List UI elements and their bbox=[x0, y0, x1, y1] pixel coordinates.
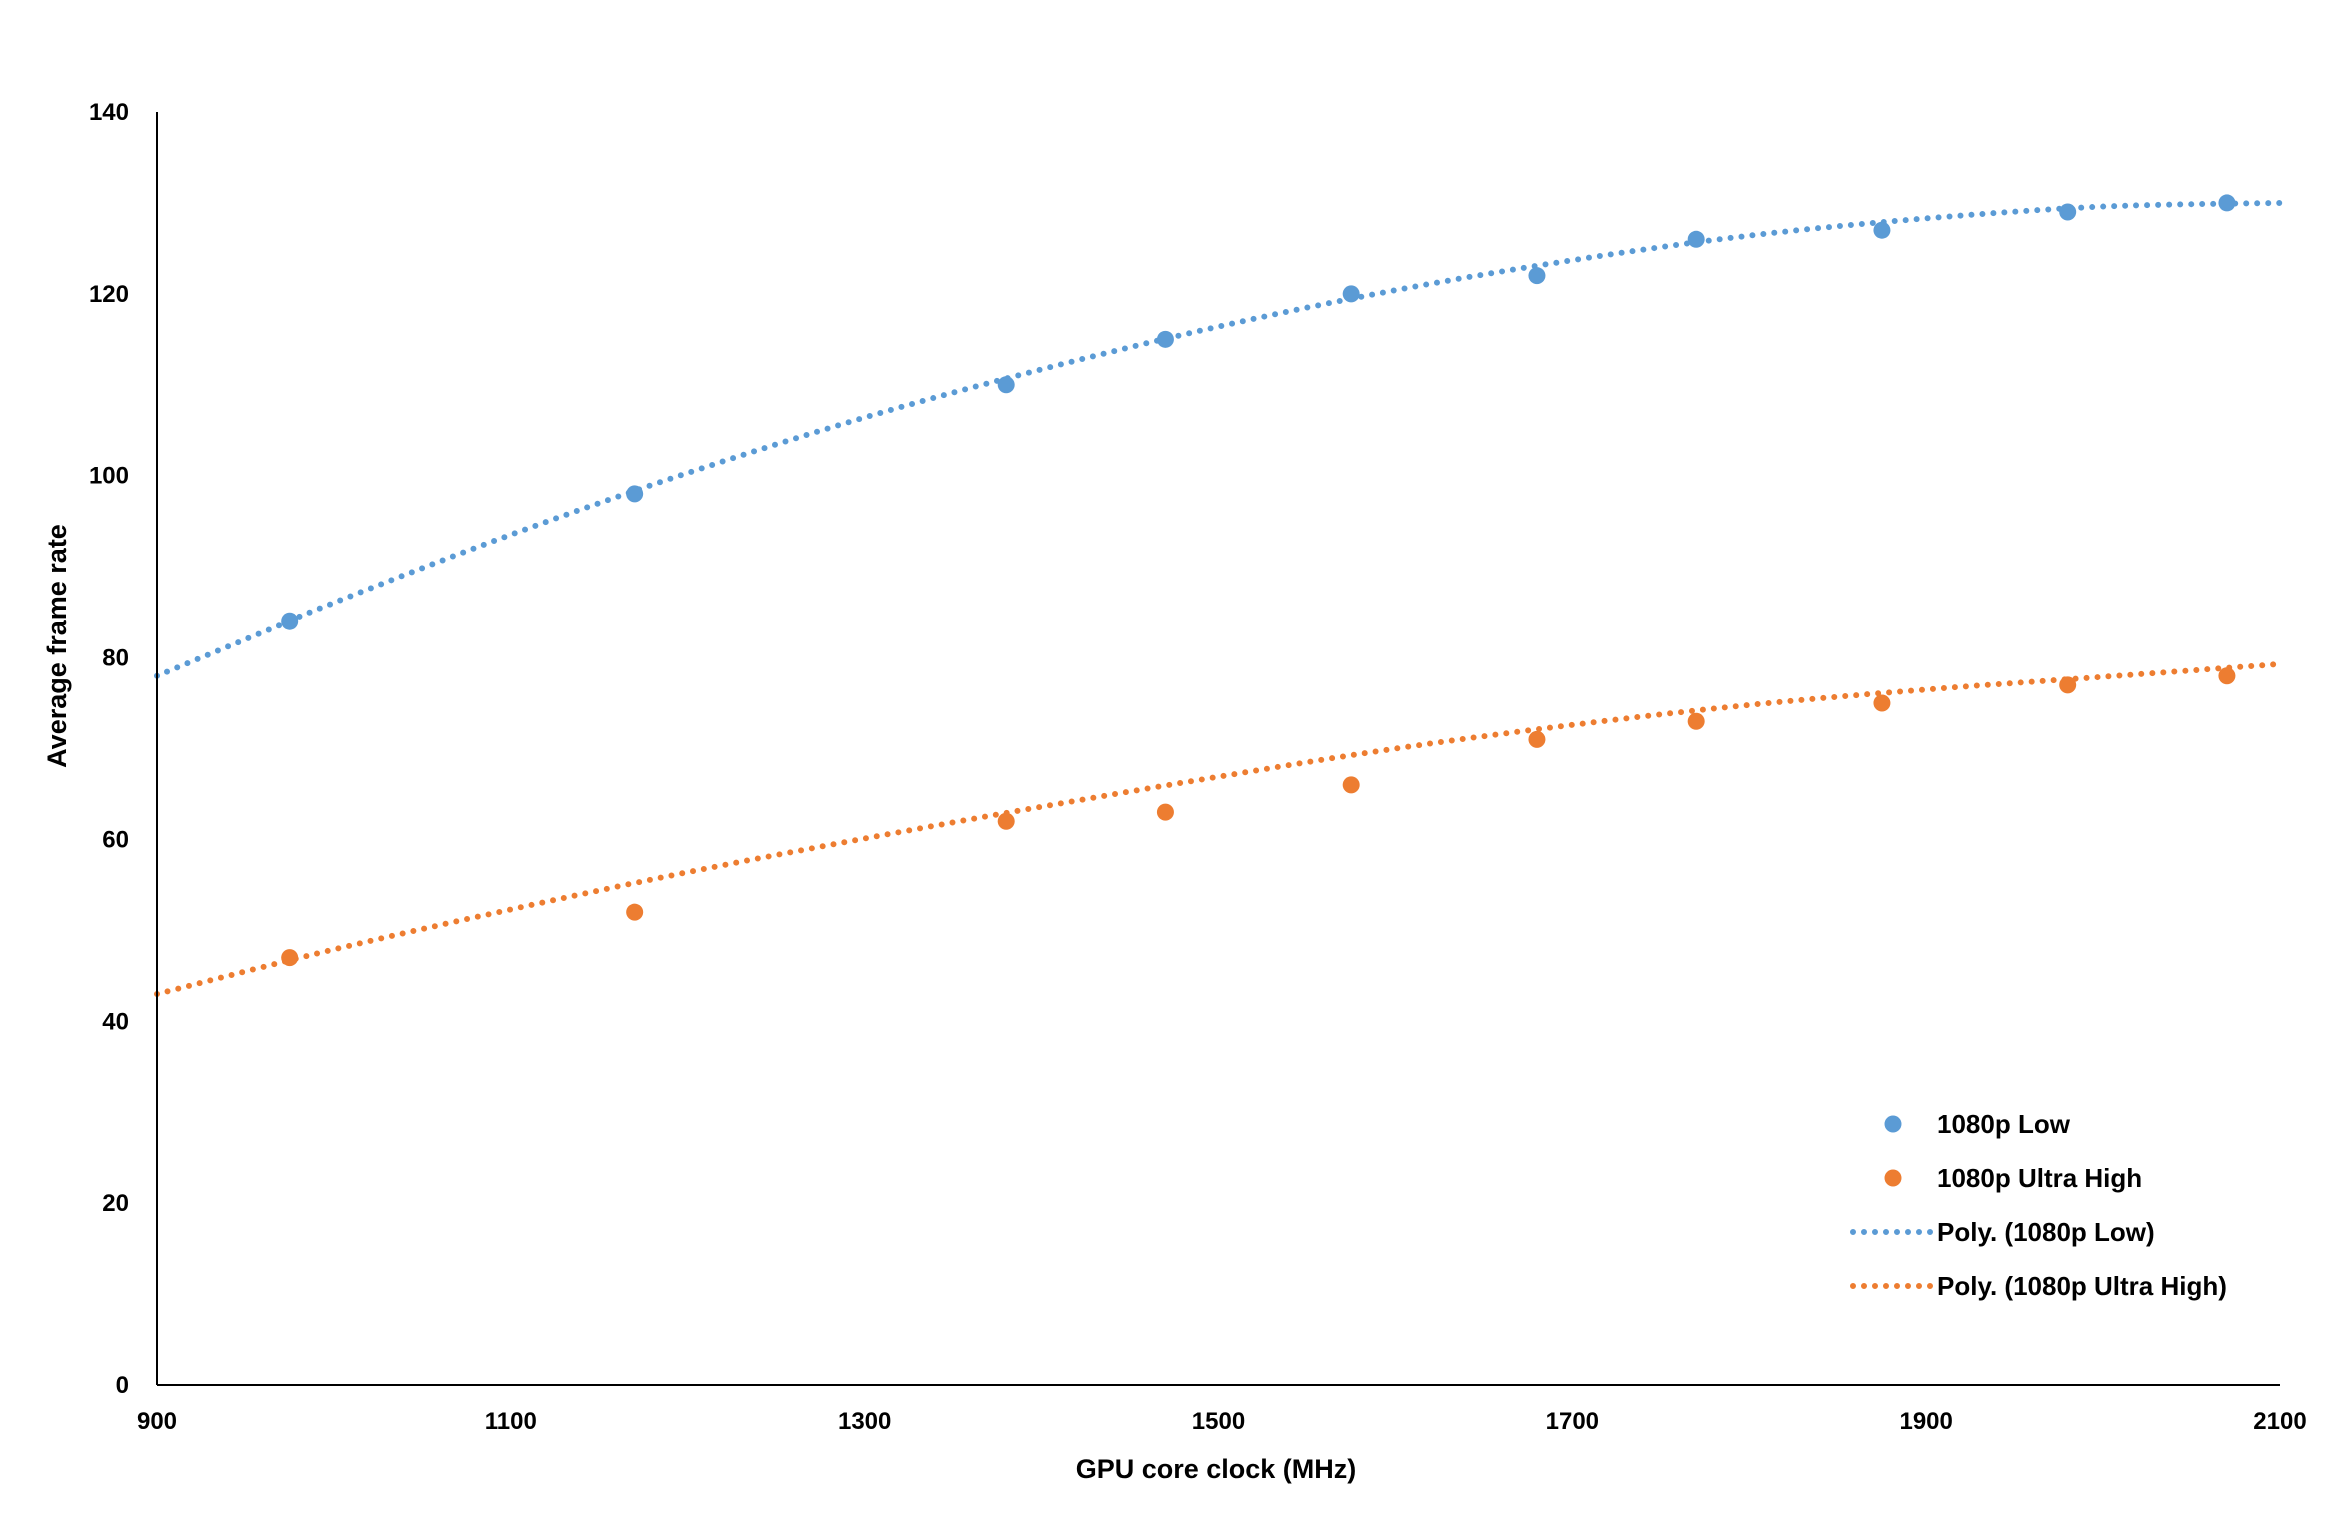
data-point-1080p-ultra-high bbox=[2059, 676, 2077, 694]
legend-label: 1080p Low bbox=[1937, 1109, 2071, 1139]
data-point-1080p-ultra-high bbox=[281, 949, 299, 967]
legend-label: Poly. (1080p Ultra High) bbox=[1937, 1271, 2227, 1301]
data-point-1080p-low bbox=[1342, 285, 1360, 303]
x-tick-label: 1500 bbox=[1192, 1408, 1245, 1435]
legend-item-poly-1080p-ultra-high: Poly. (1080p Ultra High) bbox=[1850, 1271, 2227, 1301]
legend-label: 1080p Ultra High bbox=[1937, 1163, 2142, 1193]
x-tick-labels: 900 1100 1300 1500 1700 1900 2100 bbox=[137, 1408, 2307, 1435]
legend-marker-icon bbox=[1884, 1169, 1902, 1187]
data-point-1080p-low bbox=[2218, 194, 2236, 212]
data-point-1080p-low bbox=[281, 612, 299, 630]
x-axis-title: GPU core clock (MHz) bbox=[1076, 1454, 1357, 1484]
x-tick-label: 2100 bbox=[2253, 1408, 2306, 1435]
data-point-1080p-low bbox=[2059, 203, 2077, 221]
data-point-1080p-ultra-high bbox=[1528, 730, 1546, 748]
y-axis-title: Average frame rate bbox=[42, 524, 72, 768]
y-tick-label: 100 bbox=[89, 463, 129, 490]
data-point-1080p-ultra-high bbox=[1687, 712, 1705, 730]
y-tick-label: 0 bbox=[116, 1372, 129, 1399]
y-tick-label: 20 bbox=[102, 1190, 129, 1217]
y-tick-labels: 0 20 40 60 80 100 120 140 bbox=[89, 99, 129, 1399]
legend-label: Poly. (1080p Low) bbox=[1937, 1217, 2155, 1247]
data-point-1080p-ultra-high bbox=[2218, 667, 2236, 685]
data-point-1080p-ultra-high bbox=[1873, 694, 1891, 712]
trendlines-layer bbox=[154, 199, 2283, 998]
x-tick-label: 1700 bbox=[1546, 1408, 1599, 1435]
trendline-poly-1080p-low bbox=[154, 199, 2283, 679]
x-tick-label: 1100 bbox=[485, 1408, 537, 1435]
legend-item-1080p-ultra-high: 1080p Ultra High bbox=[1884, 1163, 2142, 1193]
legend-item-poly-1080p-low: Poly. (1080p Low) bbox=[1850, 1217, 2155, 1247]
data-point-1080p-ultra-high bbox=[1156, 803, 1174, 821]
data-points-layer bbox=[281, 194, 2236, 967]
x-tick-label: 1300 bbox=[838, 1408, 891, 1435]
data-point-1080p-low bbox=[1528, 267, 1546, 285]
data-point-1080p-low bbox=[1156, 330, 1174, 348]
y-tick-label: 40 bbox=[102, 1008, 129, 1035]
y-tick-label: 140 bbox=[89, 99, 129, 126]
y-tick-label: 60 bbox=[102, 826, 129, 853]
x-tick-label: 900 bbox=[137, 1408, 177, 1435]
data-point-1080p-ultra-high bbox=[997, 812, 1015, 830]
legend-marker-icon bbox=[1884, 1115, 1902, 1133]
data-point-1080p-low bbox=[1687, 230, 1705, 248]
y-tick-label: 80 bbox=[102, 645, 129, 672]
data-point-1080p-low bbox=[997, 376, 1015, 394]
data-point-1080p-low bbox=[1873, 221, 1891, 239]
x-tick-label: 1900 bbox=[1899, 1408, 1952, 1435]
data-point-1080p-low bbox=[626, 485, 644, 503]
trendline-poly-1080p-ultra-high bbox=[154, 660, 2283, 998]
data-point-1080p-ultra-high bbox=[1342, 776, 1360, 794]
y-tick-label: 120 bbox=[89, 281, 129, 308]
legend: 1080p Low 1080p Ultra High Poly. (1080p Lo… bbox=[1850, 1109, 2227, 1301]
axes-layer bbox=[156, 112, 2280, 1386]
data-point-1080p-ultra-high bbox=[626, 903, 644, 921]
legend-item-1080p-low: 1080p Low bbox=[1884, 1109, 2071, 1139]
